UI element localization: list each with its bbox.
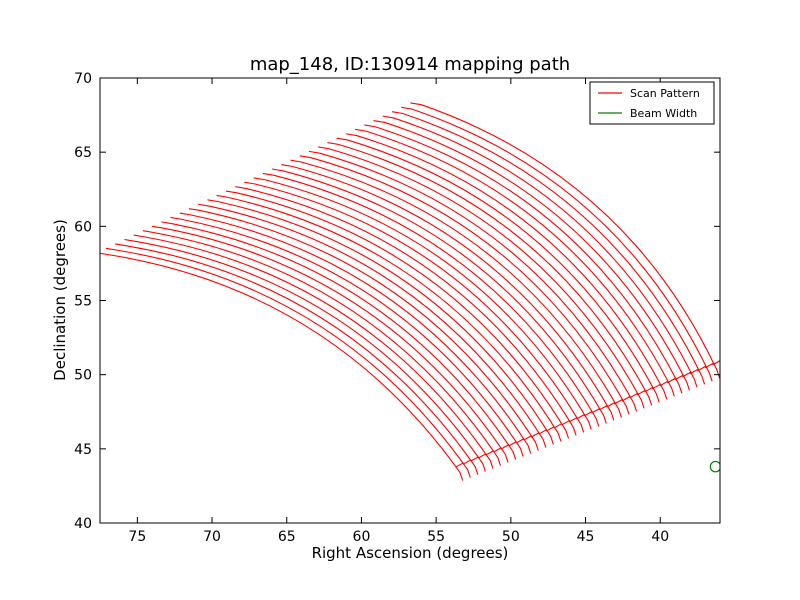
y-tick-label: 40 xyxy=(74,516,92,532)
y-tick-label: 55 xyxy=(74,294,92,310)
x-tick-label: 45 xyxy=(577,529,595,545)
scan-sweep-line xyxy=(198,203,548,448)
scan-sweep-line xyxy=(290,159,623,418)
scan-sweep-line xyxy=(161,221,517,460)
scan-sweep-line xyxy=(105,247,472,478)
x-tick-label: 70 xyxy=(203,529,221,545)
scan-sweep-line xyxy=(188,208,540,451)
x-axis-ticks: 75 70 65 60 55 50 45 40 xyxy=(128,78,669,545)
scan-sweep-line xyxy=(410,102,720,379)
scan-sweep-line xyxy=(373,119,691,391)
scan-sweep-line xyxy=(382,115,699,388)
scan-sweep-line xyxy=(151,225,510,463)
y-axis-ticks: 40 45 50 55 60 65 70 xyxy=(74,71,720,532)
scan-sweep-line xyxy=(336,137,661,403)
scan-sweep-line xyxy=(216,194,563,442)
x-tick-label: 55 xyxy=(427,529,445,545)
y-tick-label: 60 xyxy=(74,219,92,235)
legend-label-scan-pattern: Scan Pattern xyxy=(630,87,700,100)
legend: Scan Pattern Beam Width xyxy=(589,81,715,125)
y-tick-label: 70 xyxy=(74,71,92,87)
scan-sweep-line xyxy=(271,168,608,424)
scan-pattern-series xyxy=(100,102,720,481)
scan-sweep-line xyxy=(299,155,631,415)
scan-sweep-line xyxy=(253,177,593,430)
scan-sweep-line xyxy=(124,238,487,472)
scan-sweep-line xyxy=(142,230,502,466)
scan-sweep-line xyxy=(391,111,706,385)
scan-sweep-line xyxy=(179,212,532,454)
legend-label-beam-width: Beam Width xyxy=(630,107,697,120)
chart-title: map_148, ID:130914 mapping path xyxy=(250,54,570,75)
legend-box xyxy=(589,81,715,125)
x-tick-label: 75 xyxy=(128,529,146,545)
x-tick-label: 65 xyxy=(278,529,296,545)
scan-sweep-line xyxy=(345,133,668,400)
y-tick-label: 65 xyxy=(74,145,92,161)
y-tick-label: 45 xyxy=(74,442,92,458)
scan-sweep-line xyxy=(115,243,480,475)
x-tick-label: 60 xyxy=(353,529,371,545)
scan-sweep-line xyxy=(207,199,555,445)
scan-sweep-line xyxy=(244,181,585,433)
x-tick-label: 40 xyxy=(651,529,669,545)
y-tick-label: 50 xyxy=(74,368,92,384)
beam-width-circle xyxy=(709,460,720,473)
scan-sweep-line xyxy=(364,124,684,394)
scan-sweep-line xyxy=(100,252,464,481)
scan-sweep-line xyxy=(401,106,714,382)
scan-sweep-line xyxy=(318,146,646,409)
x-axis-label: Right Ascension (degrees) xyxy=(312,544,509,562)
scan-sweep-line xyxy=(235,186,578,436)
scan-sweep-line xyxy=(308,150,638,412)
scan-sweep-line xyxy=(327,142,653,406)
x-tick-label: 50 xyxy=(502,529,520,545)
scan-sweep-line xyxy=(170,216,525,457)
scan-sweep-line xyxy=(281,164,616,421)
scan-sweep-line xyxy=(225,190,570,439)
beam-width-series xyxy=(709,460,720,473)
scan-sweep-line xyxy=(354,128,676,397)
scan-sweep-line xyxy=(262,172,600,427)
y-axis-label: Declination (degrees) xyxy=(51,219,69,381)
scan-sweep-line xyxy=(133,234,495,469)
